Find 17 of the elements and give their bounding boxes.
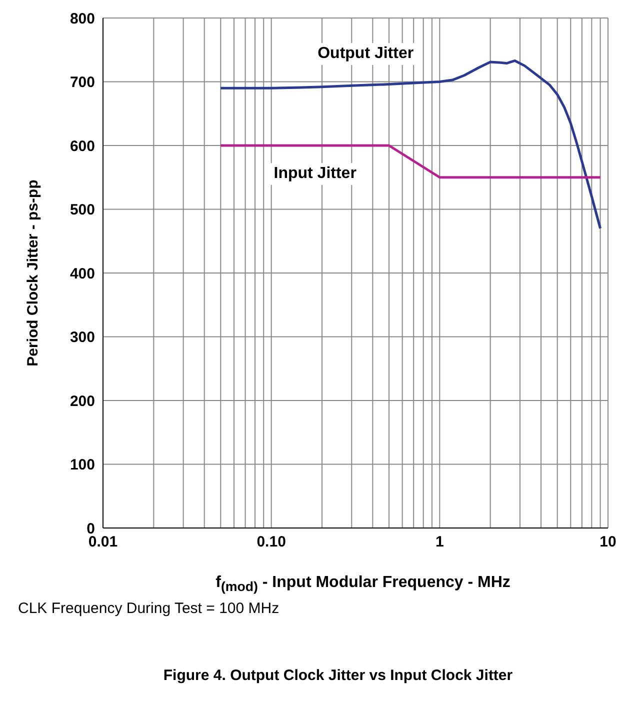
series-label: Output Jitter [314,42,418,65]
y-tick-label: 200 [70,392,95,410]
x-tick-label: 10 [600,534,616,551]
x-tick-label: 1 [435,534,444,551]
y-tick-label: 800 [70,10,95,28]
x-axis-title: f$_{(mod)}$ - Input Modular Frequency - MHz [214,574,512,594]
x-tick-label: 0.10 [256,534,286,551]
y-axis-title: Period Clock Jitter - ps-pp [24,180,42,366]
y-tick-label: 600 [70,138,95,155]
y-tick-label: 300 [70,329,95,346]
y-tick-label: 400 [70,265,95,282]
text: CLK Frequency During Test = 100 MHz [17,600,280,618]
series-label: Input Jitter [270,162,360,185]
y-tick-label: 500 [70,202,95,219]
text: Figure 4. Output Clock Jitter vs Input Clock Jitter [162,667,514,684]
y-tick-label: 100 [70,456,95,474]
y-tick-label: 700 [70,74,95,92]
